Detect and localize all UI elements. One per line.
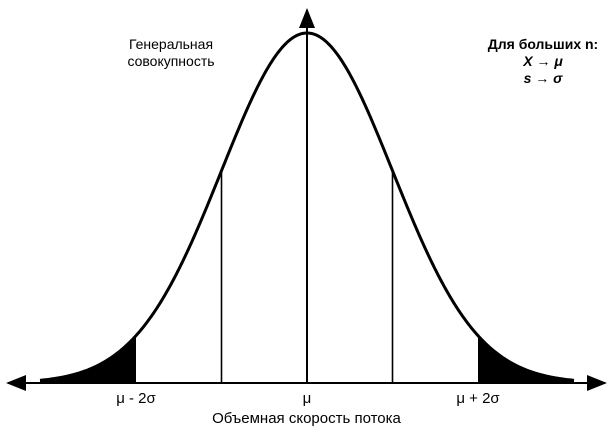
population-label-line1: Генеральная <box>128 36 214 52</box>
x-axis-label: Объемная скорость потока <box>212 410 401 427</box>
tick-label-mu-plus-2sigma: μ + 2σ <box>456 390 500 407</box>
left-tail-shading <box>40 335 136 383</box>
large-n-note-title: Для больших n: <box>487 36 599 52</box>
population-label-line2: совокупность <box>127 53 215 69</box>
large-n-note: Для больших n: X → μ s → σ <box>478 36 608 87</box>
right-tail-shading <box>478 335 574 383</box>
bell-curve <box>39 31 575 382</box>
large-n-note-line1: X → μ <box>523 53 563 69</box>
tick-label-mu-minus-2sigma: μ - 2σ <box>116 390 156 407</box>
population-label: Генеральная совокупность <box>101 36 241 70</box>
tick-label-mu: μ <box>302 390 312 407</box>
large-n-note-line2: s → σ <box>523 70 563 86</box>
